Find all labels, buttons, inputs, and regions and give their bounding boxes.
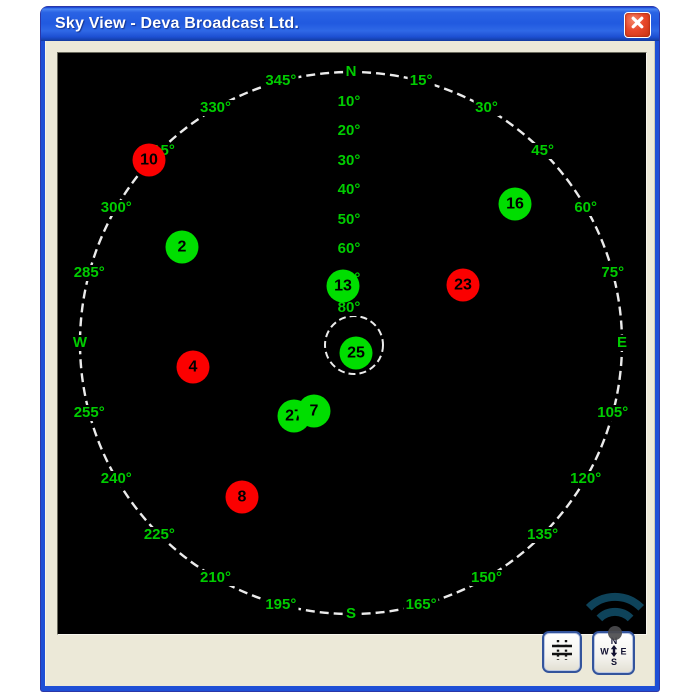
ring-label-240: 240° — [98, 469, 134, 487]
compass-e-label: E — [620, 646, 626, 656]
satellite-8: 8 — [225, 480, 259, 514]
satellite-25: 25 — [339, 336, 373, 370]
compass-icon: N W E S — [600, 636, 628, 671]
elevation-label-80: 80° — [335, 299, 363, 316]
ring-label-15: 15° — [407, 72, 435, 90]
satellite-16: 16 — [498, 187, 532, 221]
ring-label-330: 330° — [197, 99, 234, 117]
compass-s-label: S — [610, 657, 616, 666]
ring-label-195: 195° — [263, 595, 299, 613]
compass-w-label: W — [600, 646, 609, 656]
satellite-10: 10 — [132, 143, 166, 177]
ring-label-135: 135° — [525, 525, 561, 543]
ring-label-120: 120° — [568, 469, 604, 487]
ring-label-285: 285° — [71, 263, 107, 281]
elevation-label-20: 20° — [335, 122, 363, 139]
close-button[interactable] — [624, 12, 651, 38]
grid-icon — [549, 637, 575, 668]
ring-label-W: W — [70, 334, 90, 351]
ring-label-60: 60° — [572, 198, 600, 216]
ring-label-75: 75° — [599, 263, 627, 281]
ring-label-105: 105° — [595, 404, 631, 422]
ring-label-150: 150° — [468, 568, 505, 586]
window-title: Sky View - Deva Broadcast Ltd. — [55, 15, 300, 32]
ring-label-45: 45° — [529, 142, 556, 160]
ring-label-255: 255° — [71, 404, 107, 422]
ring-label-N: N — [343, 63, 359, 80]
ring-label-30: 30° — [473, 99, 500, 117]
grid-toggle-button[interactable] — [542, 631, 582, 673]
sky-plot: N 15° 30° 45° 60° 75° E 105° 120° 135° 150° 165° S 19… — [57, 52, 647, 635]
satellite-23: 23 — [446, 268, 480, 302]
x-icon — [631, 16, 644, 34]
elevation-80-circle — [324, 315, 384, 375]
elevation-label-50: 50° — [335, 210, 363, 228]
wifi-watermark-icon — [575, 588, 655, 644]
elevation-label-60: 60° — [335, 240, 363, 257]
title-bar: Sky View - Deva Broadcast Ltd. — [41, 7, 659, 41]
elevation-label-30: 30° — [335, 151, 363, 169]
double-arrow-icon — [610, 644, 617, 657]
ring-label-225: 225° — [141, 525, 177, 543]
satellite-2: 2 — [165, 230, 199, 264]
ring-label-210: 210° — [197, 568, 234, 586]
satellite-13: 13 — [326, 269, 360, 303]
ring-label-300: 300° — [98, 198, 134, 216]
ring-label-E: E — [614, 334, 630, 351]
bottom-bar: N W E S — [46, 631, 654, 686]
satellite-7: 7 — [297, 394, 331, 428]
satellite-4: 4 — [176, 350, 210, 384]
sky-view-window: Sky View - Deva Broadcast Ltd. N 15° 30° 45… — [41, 7, 659, 691]
ring-label-S: S — [343, 605, 359, 622]
window-content: N 15° 30° 45° 60° 75° E 105° 120° 135° 150° 165° S 19… — [45, 41, 655, 686]
elevation-label-10: 10° — [335, 92, 363, 110]
ring-label-165: 165° — [403, 595, 439, 613]
compass-n-label: N — [610, 636, 617, 646]
ring-label-345: 345° — [263, 72, 299, 90]
elevation-label-40: 40° — [335, 181, 363, 198]
